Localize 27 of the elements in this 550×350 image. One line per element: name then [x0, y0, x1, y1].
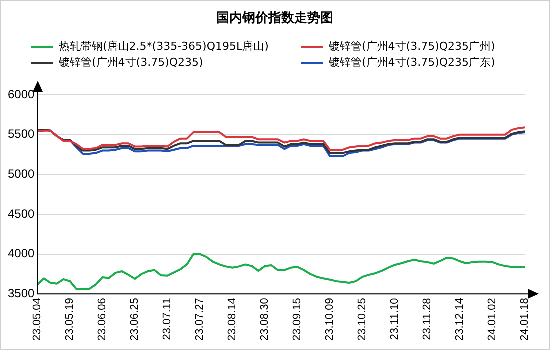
y-tick-label: 5000 [8, 166, 36, 181]
y-tick-label: 3500 [8, 286, 36, 300]
legend-label: 镀锌管(广州4寸(3.75)Q235广州) [329, 39, 496, 54]
x-tick-label: 23.07.11 [162, 298, 174, 340]
x-tick-label: 23.07.27 [194, 298, 206, 342]
y-tick-label: 4500 [8, 206, 36, 221]
x-tick-label: 23.10.09 [324, 298, 336, 342]
y-tick-label: 6000 [8, 87, 36, 102]
legend-label: 热轧带钢(唐山2.5*(335-365)Q195L唐山) [59, 39, 269, 54]
chart-title: 国内钢价指数走势图 [216, 10, 334, 27]
x-tick-label: 23.08.30 [259, 298, 272, 342]
x-tick-label: 23.11.10 [389, 298, 402, 340]
y-tick-label: 5500 [8, 127, 36, 142]
x-tick-label: 23.08.14 [226, 298, 239, 342]
x-tick-label: 24.01.02 [486, 298, 499, 342]
x-tick-label: 23.05.04 [32, 298, 44, 342]
x-tick-label: 23.10.25 [356, 298, 369, 342]
x-tick-label: 24.01.18 [519, 298, 532, 342]
x-tick-label: 23.09.15 [292, 298, 304, 342]
x-tick-label: 23.05.19 [64, 298, 76, 342]
x-tick-label: 23.12.14 [454, 298, 466, 342]
y-tick-label: 4000 [8, 246, 36, 261]
x-tick-label: 23.06.06 [96, 298, 109, 342]
x-tick-label: 23.11.28 [422, 298, 434, 340]
x-tick-label: 23.06.25 [129, 298, 142, 342]
legend-label: 镀锌管(广州4寸(3.75)Q235广东) [329, 55, 496, 70]
legend-label: 镀锌管(广州4寸(3.75)Q235) [59, 55, 204, 70]
